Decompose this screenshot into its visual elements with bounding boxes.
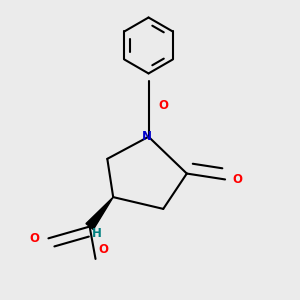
Text: O: O <box>30 232 40 245</box>
Text: O: O <box>232 173 242 186</box>
Text: H: H <box>92 227 102 240</box>
Polygon shape <box>86 197 113 230</box>
Text: N: N <box>142 130 152 143</box>
Text: O: O <box>159 99 169 112</box>
Text: O: O <box>98 243 109 256</box>
